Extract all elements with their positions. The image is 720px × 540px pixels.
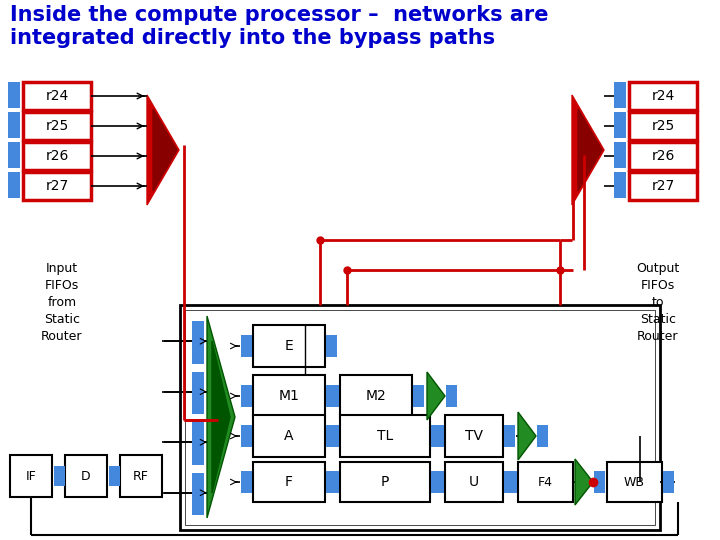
- Bar: [326, 425, 337, 447]
- Text: A: A: [284, 429, 294, 443]
- Bar: [23, 142, 91, 170]
- Bar: [504, 471, 515, 493]
- Bar: [23, 82, 91, 110]
- Bar: [328, 425, 339, 447]
- Text: E: E: [284, 339, 293, 353]
- Bar: [614, 112, 626, 138]
- Bar: [23, 172, 91, 200]
- Text: r25: r25: [45, 119, 68, 133]
- Bar: [241, 471, 252, 493]
- Text: Input
FIFOs
from
Static
Router: Input FIFOs from Static Router: [41, 262, 83, 343]
- Text: WB: WB: [624, 476, 645, 489]
- Bar: [433, 425, 444, 447]
- Bar: [431, 425, 442, 447]
- Bar: [326, 471, 337, 493]
- Bar: [253, 375, 325, 417]
- Text: Output
FIFOs
to
Static
Router: Output FIFOs to Static Router: [636, 262, 680, 343]
- Bar: [192, 422, 204, 464]
- Text: F4: F4: [538, 476, 553, 489]
- Bar: [253, 325, 325, 367]
- Text: r24: r24: [45, 89, 68, 103]
- Text: integrated directly into the bypass paths: integrated directly into the bypass path…: [10, 28, 495, 48]
- Bar: [192, 372, 204, 414]
- Bar: [54, 466, 65, 486]
- Bar: [629, 112, 697, 140]
- Bar: [192, 472, 204, 515]
- Bar: [253, 415, 325, 457]
- Bar: [629, 82, 697, 110]
- Polygon shape: [153, 109, 177, 191]
- Text: U: U: [469, 475, 479, 489]
- Bar: [614, 142, 626, 168]
- Bar: [340, 462, 430, 502]
- Bar: [241, 385, 252, 407]
- Text: F: F: [285, 475, 293, 489]
- Bar: [340, 375, 412, 417]
- Text: Inside the compute processor –  networks are: Inside the compute processor – networks …: [10, 5, 549, 25]
- Text: r24: r24: [652, 89, 675, 103]
- Polygon shape: [578, 109, 602, 191]
- Bar: [253, 462, 325, 502]
- Bar: [340, 415, 430, 457]
- Bar: [537, 425, 548, 447]
- Bar: [445, 462, 503, 502]
- Polygon shape: [427, 372, 445, 420]
- Bar: [446, 385, 457, 407]
- Polygon shape: [147, 95, 179, 205]
- Bar: [180, 305, 660, 530]
- Bar: [8, 142, 20, 168]
- Bar: [8, 82, 20, 108]
- Bar: [120, 455, 162, 497]
- Bar: [65, 455, 107, 497]
- Text: r25: r25: [652, 119, 675, 133]
- Bar: [326, 335, 337, 357]
- Bar: [614, 82, 626, 108]
- Bar: [328, 385, 339, 407]
- Text: D: D: [81, 469, 91, 483]
- Bar: [506, 471, 517, 493]
- Text: M1: M1: [279, 389, 300, 403]
- Text: M2: M2: [366, 389, 387, 403]
- Polygon shape: [518, 412, 536, 460]
- Text: RF: RF: [133, 469, 149, 483]
- Text: r27: r27: [652, 179, 675, 193]
- Bar: [433, 471, 444, 493]
- Polygon shape: [212, 341, 230, 493]
- Bar: [629, 172, 697, 200]
- Bar: [607, 462, 662, 502]
- Text: TL: TL: [377, 429, 393, 443]
- Text: r26: r26: [45, 149, 68, 163]
- Bar: [8, 112, 20, 138]
- Polygon shape: [572, 95, 604, 205]
- Bar: [10, 455, 52, 497]
- Text: IF: IF: [26, 469, 37, 483]
- Bar: [518, 462, 573, 502]
- Bar: [663, 471, 674, 493]
- Bar: [326, 385, 337, 407]
- Bar: [629, 142, 697, 170]
- Text: r27: r27: [45, 179, 68, 193]
- Polygon shape: [207, 316, 235, 518]
- Text: P: P: [381, 475, 390, 489]
- Bar: [594, 471, 605, 493]
- Bar: [614, 172, 626, 198]
- Bar: [431, 471, 442, 493]
- Bar: [8, 172, 20, 198]
- Polygon shape: [575, 459, 593, 505]
- Bar: [504, 425, 515, 447]
- Text: r26: r26: [652, 149, 675, 163]
- Text: TV: TV: [465, 429, 483, 443]
- Bar: [109, 466, 120, 486]
- Bar: [328, 471, 339, 493]
- Bar: [445, 415, 503, 457]
- Bar: [185, 310, 655, 525]
- Bar: [413, 385, 424, 407]
- Bar: [23, 112, 91, 140]
- Bar: [241, 335, 252, 357]
- Bar: [192, 321, 204, 363]
- Bar: [241, 425, 252, 447]
